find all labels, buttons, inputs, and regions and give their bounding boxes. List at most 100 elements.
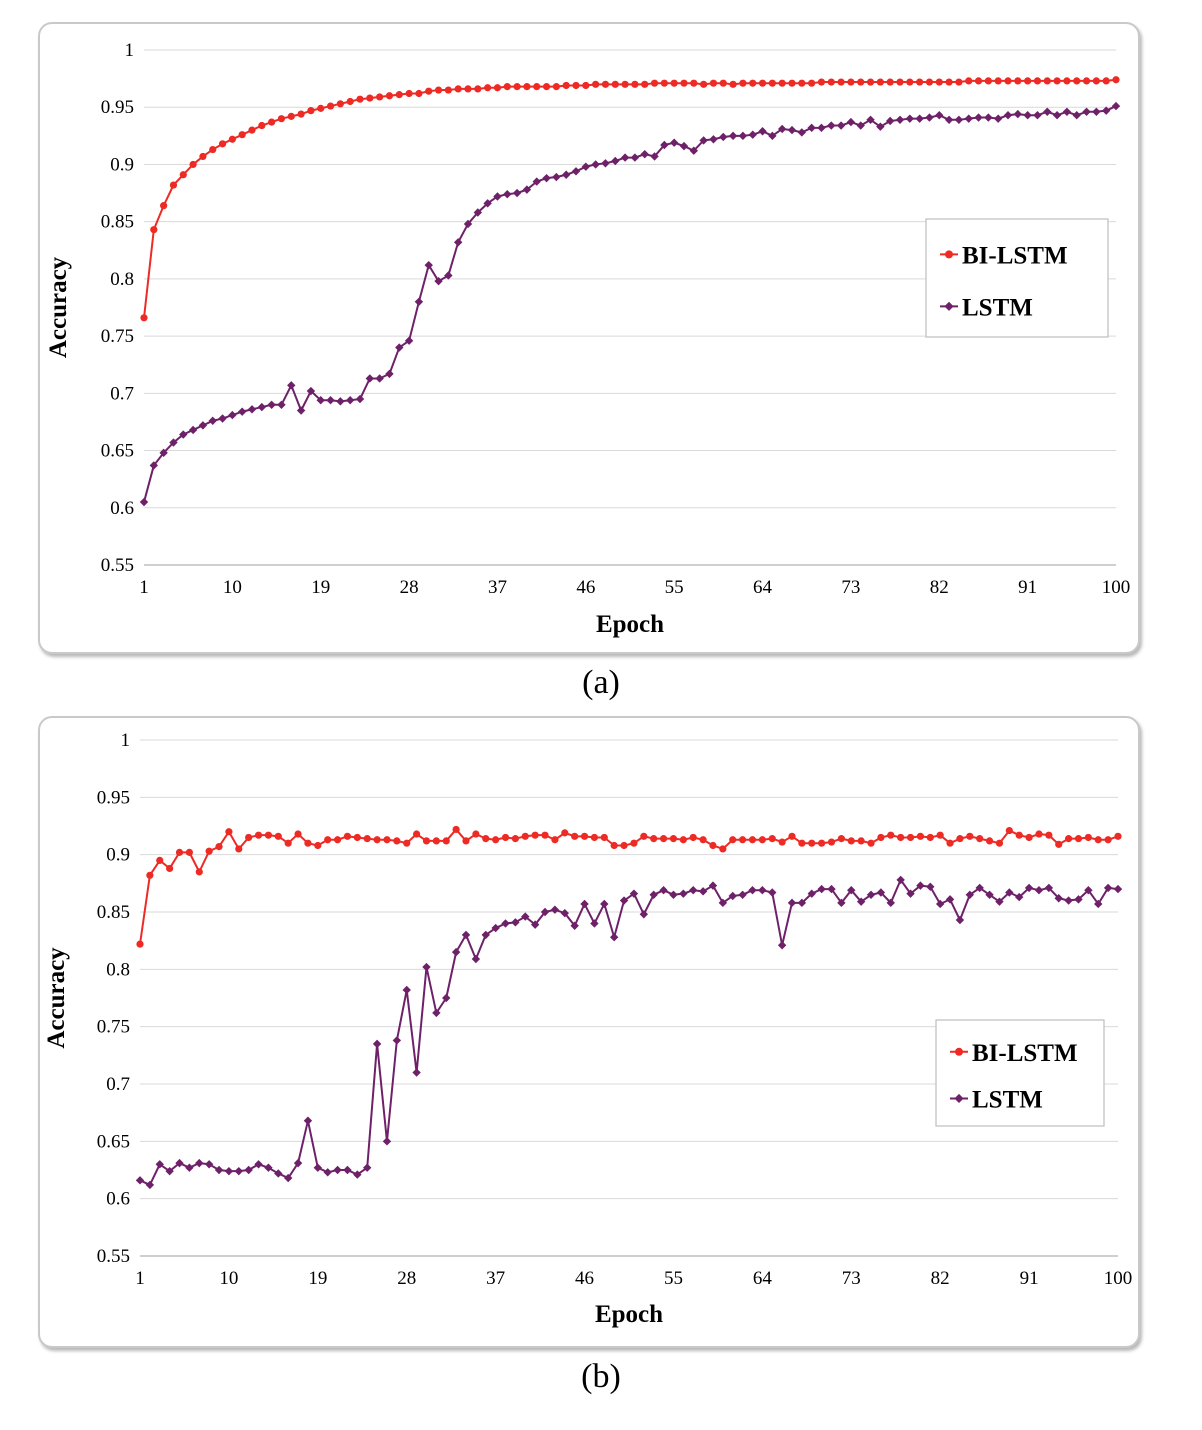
chart-a-point-lstm (777, 124, 787, 134)
chart-a-point-lstm (836, 121, 846, 130)
chart-a-point-bi-lstm (808, 79, 816, 87)
chart-b-point-bi-lstm (1065, 835, 1073, 843)
chart-b-point-lstm (333, 1165, 342, 1175)
chart-a-point-bi-lstm (1082, 77, 1091, 85)
chart-b-point-bi-lstm (768, 835, 776, 843)
chart-b-point-lstm (195, 1158, 204, 1168)
chart-a-point-bi-lstm (346, 97, 354, 106)
chart-b-point-bi-lstm (1025, 833, 1033, 842)
chart-a-point-bi-lstm (218, 140, 227, 148)
chart-b-point-lstm (738, 890, 747, 899)
chart-b-point-lstm (145, 1180, 155, 1190)
chart-a-point-lstm (267, 400, 276, 409)
chart-a-x-tick-label: 10 (223, 577, 242, 598)
chart-a-point-bi-lstm (945, 78, 953, 86)
chart-b-x-tick-label: 37 (486, 1268, 505, 1289)
chart-a-point-lstm (1101, 106, 1111, 115)
chart-a-point-bi-lstm (965, 77, 973, 85)
chart-a-point-bi-lstm (1053, 77, 1061, 85)
chart-b-point-lstm (570, 921, 579, 930)
chart-b-point-lstm (797, 898, 807, 908)
chart-a-point-bi-lstm (376, 93, 384, 101)
chart-a-x-tick-label: 1 (139, 577, 149, 598)
chart-a-point-lstm (169, 438, 178, 447)
chart-b-y-axis-title: Accuracy (43, 947, 70, 1049)
chart-a-point-bi-lstm (601, 80, 610, 88)
chart-a-point-lstm (611, 156, 620, 166)
chart-a-point-lstm (1003, 111, 1013, 120)
chart-a-point-lstm (375, 374, 384, 383)
chart-b-point-lstm (303, 1116, 313, 1125)
chart-b-point-lstm (521, 912, 530, 921)
chart-a-legend-label-lstm: LSTM (962, 294, 1033, 321)
chart-a-point-lstm (660, 140, 669, 150)
chart-b-point-lstm (461, 930, 471, 940)
chart-b-point-lstm (175, 1158, 184, 1168)
chart-b-point-bi-lstm (1035, 830, 1043, 838)
chart-a-point-bi-lstm (356, 95, 364, 103)
chart-a-point-lstm (640, 149, 649, 159)
chart-b-point-lstm (442, 993, 451, 1003)
chart-a-point-bi-lstm (474, 85, 482, 93)
chart-a-point-lstm (876, 122, 885, 131)
chart-a-point-lstm (758, 127, 767, 136)
chart-b-point-bi-lstm (1015, 831, 1023, 839)
chart-b-point-bi-lstm (482, 835, 490, 843)
chart-b-point-lstm (906, 889, 915, 898)
chart-a-point-lstm (581, 162, 591, 171)
chart-b-point-bi-lstm (363, 835, 371, 843)
chart-a-point-bi-lstm (739, 79, 747, 87)
chart-b-point-lstm (511, 918, 520, 927)
chart-b-point-bi-lstm (314, 841, 322, 850)
chart-a-point-lstm (964, 114, 973, 123)
chart-a-point-bi-lstm (582, 81, 590, 90)
chart-a-point-bi-lstm (415, 89, 423, 98)
chart-a-point-bi-lstm (552, 83, 560, 91)
chart-a-point-lstm (895, 115, 905, 125)
chart-a-point-lstm (689, 146, 699, 155)
chart-b-x-tick-label: 1 (135, 1268, 145, 1289)
chart-b-point-bi-lstm (373, 836, 381, 844)
chart-b-point-bi-lstm (561, 829, 569, 837)
chart-a-point-bi-lstm (317, 104, 325, 112)
chart-a-point-bi-lstm (935, 78, 943, 86)
chart-a-point-lstm (699, 136, 708, 145)
chart-b-point-lstm (609, 933, 619, 942)
chart-b-point-lstm (274, 1169, 283, 1178)
chart-a-point-lstm (1062, 107, 1072, 116)
chart-a-point-lstm (669, 138, 679, 147)
chart-a-point-bi-lstm (434, 86, 443, 94)
chart-a-point-bi-lstm (562, 81, 570, 90)
chart-a-point-lstm (856, 121, 865, 130)
chart-a-legend-box (925, 218, 1109, 338)
chart-a-point-lstm (149, 461, 159, 470)
chart-b-point-bi-lstm (1055, 840, 1063, 848)
chart-a-point-lstm (905, 114, 915, 123)
chart-a-point-lstm (650, 152, 659, 161)
chart-b-point-bi-lstm (580, 832, 589, 840)
chart-b-point-lstm (639, 910, 649, 919)
chart-b-point-lstm (698, 887, 708, 896)
chart-b-x-tick-label: 19 (308, 1268, 327, 1289)
chart-a-point-lstm (365, 374, 375, 383)
chart-a-point-lstm (296, 406, 306, 415)
chart-b-point-lstm (708, 881, 718, 890)
chart-b-point-lstm (560, 908, 569, 918)
chart-b-point-bi-lstm (333, 836, 342, 844)
chart-b-series-line-bi-lstm (139, 828, 1119, 945)
chart-a-point-bi-lstm (395, 91, 403, 99)
chart-a-point-lstm (188, 425, 198, 435)
chart-b-point-bi-lstm (304, 839, 312, 847)
chart-a-x-axis-title: Epoch (596, 611, 664, 638)
chart-b-point-bi-lstm (620, 841, 628, 850)
chart-a-point-lstm (532, 177, 541, 186)
chart-a-point-lstm (385, 369, 394, 379)
chart-b-point-bi-lstm (521, 832, 529, 840)
chart-b-point-bi-lstm (1005, 826, 1013, 835)
chart-a-point-bi-lstm (896, 78, 904, 86)
chart-b-x-axis-title: Epoch (595, 1301, 663, 1328)
chart-b-point-lstm (1064, 896, 1073, 905)
chart-a-point-lstm (287, 381, 296, 390)
chart-b-point-bi-lstm (442, 837, 450, 845)
chart-a-point-bi-lstm (1043, 77, 1051, 85)
